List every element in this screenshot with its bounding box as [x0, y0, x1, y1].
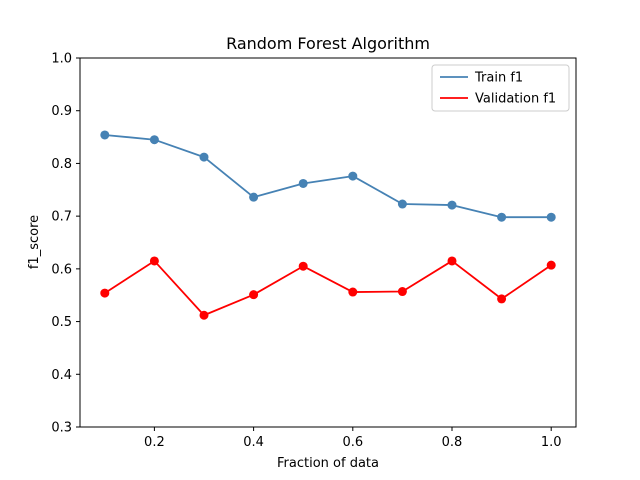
- data-point-train-f1: [100, 130, 110, 140]
- legend-label: Train f1: [474, 71, 523, 86]
- data-point-validation-f1: [397, 287, 407, 297]
- x-tick-label: 0.8: [442, 435, 463, 450]
- data-point-train-f1: [199, 152, 209, 162]
- data-point-validation-f1: [447, 256, 457, 266]
- y-tick-label: 0.8: [51, 157, 72, 172]
- x-axis: 0.2 0.4 0.6 0.8 1.0: [144, 427, 562, 450]
- data-point-train-f1: [298, 178, 308, 188]
- series-train-f1: [100, 130, 556, 222]
- plot-frame: [79, 57, 577, 428]
- data-point-train-f1: [348, 171, 358, 181]
- x-tick-label: 1.0: [541, 435, 562, 450]
- series-line-train-f1: [104, 134, 552, 219]
- series-line-validation-f1: [104, 260, 552, 317]
- data-point-train-f1: [149, 135, 159, 145]
- x-tick-label: 0.6: [342, 435, 363, 450]
- y-tick-label: 0.4: [51, 368, 72, 383]
- y-axis: 0.3 0.4 0.5 0.6 0.7 0.8 0.9 1.0: [51, 52, 80, 436]
- y-axis-label: f1_score: [27, 215, 42, 269]
- data-point-validation-f1: [249, 290, 259, 300]
- legend-label: Validation f1: [475, 92, 556, 107]
- y-tick-label: 1.0: [51, 52, 72, 67]
- legend: Train f1 Validation f1: [431, 64, 570, 112]
- legend-entry: Train f1: [440, 71, 523, 86]
- data-point-validation-f1: [497, 294, 507, 304]
- y-tick-label: 0.9: [51, 104, 72, 119]
- data-point-train-f1: [497, 212, 507, 222]
- x-tick-label: 0.2: [144, 435, 165, 450]
- data-point-validation-f1: [199, 310, 209, 320]
- data-point-validation-f1: [298, 261, 308, 271]
- plot-area: [79, 57, 577, 428]
- x-axis-label: Fraction of data: [277, 456, 379, 471]
- chart-title: Random Forest Algorithm: [226, 34, 430, 53]
- y-tick-label: 0.5: [51, 315, 72, 330]
- x-tick-label: 0.4: [243, 435, 264, 450]
- series-layer: [100, 130, 556, 320]
- data-point-train-f1: [249, 192, 259, 202]
- data-point-train-f1: [447, 200, 457, 210]
- y-tick-label: 0.3: [51, 421, 72, 436]
- y-tick-label: 0.6: [51, 262, 72, 277]
- data-point-validation-f1: [546, 260, 556, 270]
- series-validation-f1: [100, 256, 556, 320]
- data-point-validation-f1: [149, 256, 159, 266]
- y-tick-label: 0.7: [51, 210, 72, 225]
- data-point-validation-f1: [100, 288, 110, 298]
- data-point-train-f1: [546, 212, 556, 222]
- data-point-train-f1: [397, 199, 407, 209]
- legend-entry: Validation f1: [440, 92, 556, 107]
- data-point-validation-f1: [348, 287, 358, 297]
